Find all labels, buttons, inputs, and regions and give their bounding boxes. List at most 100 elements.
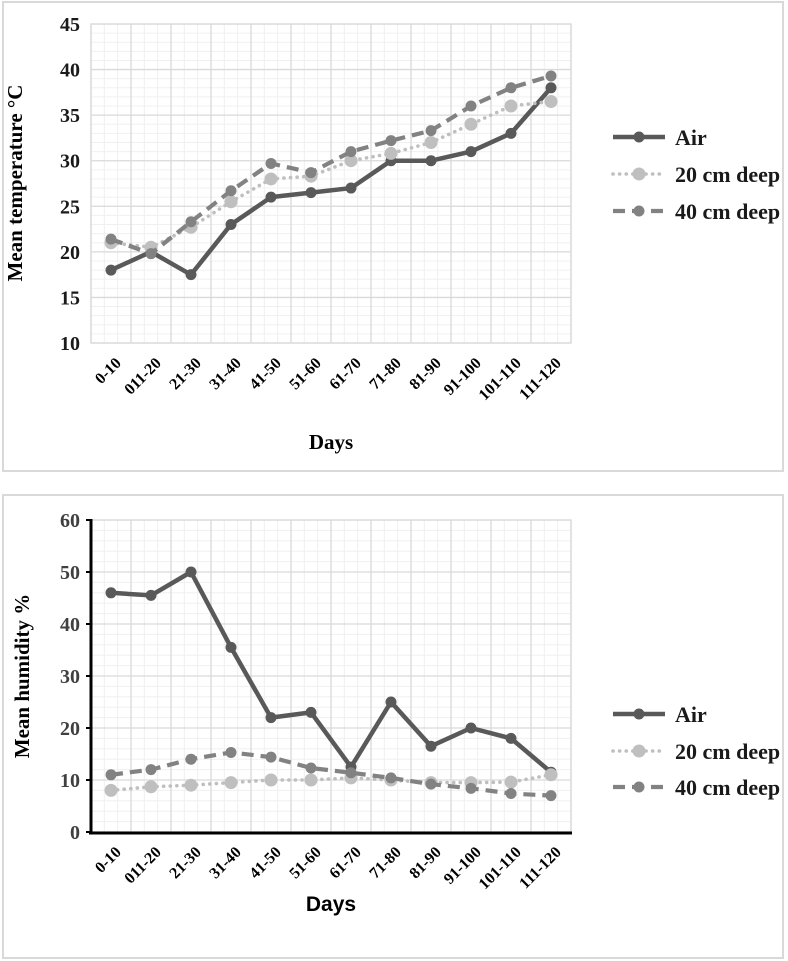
legend-label: Air <box>675 125 707 150</box>
x-tick-label: 41-50 <box>246 844 284 882</box>
data-point-air <box>265 712 277 724</box>
y-tick-label: 40 <box>60 60 80 82</box>
x-tick-label: 71-80 <box>366 355 404 393</box>
legend-label: 20 cm deep <box>675 162 780 187</box>
x-tick-label: 101-110 <box>476 355 525 404</box>
data-point-20-cm-deep <box>344 154 358 168</box>
y-tick-label: 50 <box>60 562 80 584</box>
data-point-40-cm-deep <box>105 233 117 245</box>
x-tick-label: 0-10 <box>92 355 125 388</box>
data-point-40-cm-deep <box>465 100 477 112</box>
legend-marker-sample <box>633 781 645 793</box>
data-point-40-cm-deep <box>145 248 157 260</box>
legend-item-20-cm-deep: 20 cm deep <box>611 162 780 187</box>
x-tick-label: 011-20 <box>121 355 164 398</box>
data-point-air <box>185 269 197 281</box>
data-point-20-cm-deep <box>544 94 558 108</box>
data-point-air <box>105 587 117 599</box>
y-tick-label: 35 <box>60 105 80 127</box>
data-point-40-cm-deep <box>545 790 557 802</box>
y-tick-label: 10 <box>60 333 80 355</box>
data-point-air <box>505 127 517 139</box>
y-axis-title: Mean temperature °C <box>3 85 27 282</box>
legend-marker-sample <box>633 708 645 720</box>
x-tick-label: 011-20 <box>121 844 164 887</box>
data-point-air <box>545 82 557 94</box>
data-point-40-cm-deep <box>385 135 397 147</box>
data-point-40-cm-deep <box>265 157 277 169</box>
data-point-air <box>425 155 437 167</box>
series-line-air <box>110 86 553 277</box>
legend-marker-sample <box>632 167 646 181</box>
data-point-20-cm-deep <box>504 99 518 113</box>
y-tick-label: 20 <box>60 718 80 740</box>
series-markers-40-cm-deep <box>105 746 557 802</box>
y-tick-label: 15 <box>60 287 80 309</box>
legend-item-air: Air <box>613 125 707 150</box>
y-tick-label: 30 <box>60 666 80 688</box>
y-axis-title: Mean humidity % <box>10 594 34 759</box>
y-tick-label: 30 <box>60 151 80 173</box>
data-point-20-cm-deep <box>304 773 318 787</box>
x-tick-label: 111-120 <box>516 355 564 403</box>
x-tick-label: 21-30 <box>166 844 204 882</box>
legend-item-air: Air <box>613 702 707 727</box>
data-point-40-cm-deep <box>505 82 517 94</box>
data-point-40-cm-deep <box>425 778 437 790</box>
data-point-20-cm-deep <box>144 780 158 794</box>
data-point-air <box>145 589 157 601</box>
data-point-air <box>385 696 397 708</box>
y-tick-label: 10 <box>60 770 80 792</box>
x-tick-label: 81-90 <box>406 844 444 882</box>
x-tick-label: 31-40 <box>206 355 244 393</box>
legend-item-40-cm-deep: 40 cm deep <box>613 199 780 224</box>
data-point-40-cm-deep <box>305 762 317 774</box>
legend-marker-sample <box>633 205 645 217</box>
data-point-40-cm-deep <box>305 167 317 179</box>
y-tick-label: 20 <box>60 242 80 264</box>
y-tick-label: 45 <box>60 14 80 36</box>
data-point-20-cm-deep <box>224 195 238 209</box>
series-markers-40-cm-deep <box>105 70 557 260</box>
data-point-20-cm-deep <box>264 172 278 186</box>
plot-border <box>90 23 572 344</box>
data-point-air <box>425 740 437 752</box>
x-axis-title: Days <box>309 430 353 454</box>
data-point-20-cm-deep <box>264 773 278 787</box>
data-point-40-cm-deep <box>185 753 197 765</box>
x-tick-label: 41-50 <box>246 355 284 393</box>
x-tick-label: 111-120 <box>516 844 564 892</box>
series-line-40-cm-deep <box>110 73 552 256</box>
y-tick-label: 40 <box>60 614 80 636</box>
data-point-40-cm-deep <box>265 751 277 763</box>
series-line-air <box>110 569 553 774</box>
series-markers-air <box>105 82 557 281</box>
y-tick-label: 60 <box>60 510 80 532</box>
data-point-20-cm-deep <box>184 778 198 792</box>
data-point-40-cm-deep <box>225 185 237 197</box>
legend-marker-sample <box>633 131 645 143</box>
x-tick-label: 81-90 <box>406 355 444 393</box>
data-point-40-cm-deep <box>345 767 357 779</box>
legend-label: 20 cm deep <box>675 739 780 764</box>
y-tick-label: 25 <box>60 196 80 218</box>
data-point-20-cm-deep <box>464 117 478 131</box>
x-tick-label: 61-70 <box>326 844 364 882</box>
data-point-air <box>225 641 237 653</box>
temperature-chart-panel <box>2 1 784 472</box>
data-point-40-cm-deep <box>105 769 117 781</box>
data-point-20-cm-deep <box>224 776 238 790</box>
y-tick-label: 0 <box>70 822 80 844</box>
x-axis-title: Days <box>306 893 356 916</box>
data-point-40-cm-deep <box>225 746 237 758</box>
data-point-20-cm-deep <box>544 768 558 782</box>
data-point-40-cm-deep <box>385 772 397 784</box>
data-point-20-cm-deep <box>384 146 398 160</box>
data-point-40-cm-deep <box>345 146 357 158</box>
x-tick-label: 71-80 <box>366 844 404 882</box>
legend-item-20-cm-deep: 20 cm deep <box>611 739 780 764</box>
legend-item-40-cm-deep: 40 cm deep <box>613 775 780 800</box>
data-point-20-cm-deep <box>424 135 438 149</box>
